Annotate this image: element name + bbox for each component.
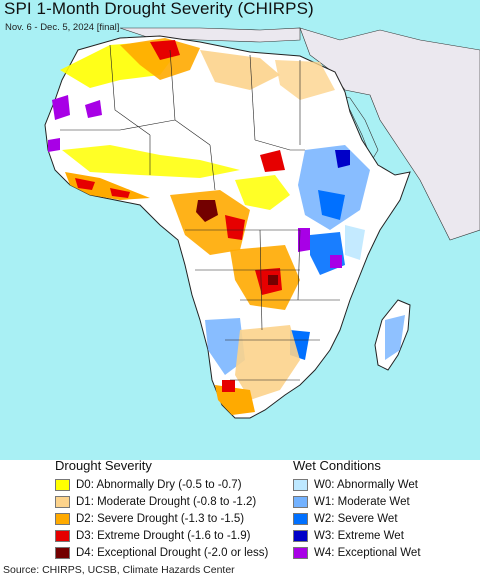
- d3-swatch: [55, 529, 70, 542]
- legend-label: W4: Exceptional Wet: [314, 546, 421, 559]
- country-borders: [60, 44, 340, 381]
- map-subtitle: Nov. 6 - Dec. 5, 2024 [final]: [5, 22, 120, 33]
- drought-map: SPI 1-Month Drought Severity (CHIRPS) No…: [0, 0, 480, 460]
- legend-item-w0: W0: Abnormally Wet: [293, 476, 421, 493]
- red-sea: [337, 94, 379, 161]
- w4-swatch: [293, 546, 308, 559]
- legend-label: W1: Moderate Wet: [314, 495, 410, 508]
- d0-swatch: [55, 478, 70, 491]
- legend-label: D4: Exceptional Drought (-2.0 or less): [76, 546, 269, 559]
- legend-label: W2: Severe Wet: [314, 512, 398, 525]
- legend-label: D1: Moderate Drought (-0.8 to -1.2): [76, 495, 257, 508]
- legend-item-w1: W1: Moderate Wet: [293, 493, 421, 510]
- legend-label: D0: Abnormally Dry (-0.5 to -0.7): [76, 478, 242, 491]
- legend-item-d0: D0: Abnormally Dry (-0.5 to -0.7): [55, 476, 268, 493]
- legend-label: D3: Extreme Drought (-1.6 to -1.9): [76, 529, 251, 542]
- map-canvas: [44, 27, 480, 419]
- source-credit: Source: CHIRPS, UCSB, Climate Hazards Ce…: [3, 564, 235, 576]
- legend-item-d2: D2: Severe Drought (-1.3 to -1.5): [55, 510, 268, 527]
- legend-item-w4: W4: Exceptional Wet: [293, 544, 421, 561]
- drought-legend: Drought Severity D0: Abnormally Dry (-0.…: [55, 458, 268, 561]
- wet-legend-title: Wet Conditions: [293, 458, 381, 473]
- w3-swatch: [293, 529, 308, 542]
- legend-item-d1: D1: Moderate Drought (-0.8 to -1.2): [55, 493, 268, 510]
- w2-swatch: [293, 512, 308, 525]
- wet-legend: Wet Conditions W0: Abnormally Wet W1: Mo…: [293, 458, 421, 561]
- legend-item-d3: D3: Extreme Drought (-1.6 to -1.9): [55, 527, 268, 544]
- legend-item-d4: D4: Exceptional Drought (-2.0 or less): [55, 544, 268, 561]
- w1-swatch: [293, 495, 308, 508]
- legend-item-w2: W2: Severe Wet: [293, 510, 421, 527]
- map-title: SPI 1-Month Drought Severity (CHIRPS): [4, 0, 314, 18]
- d4-swatch: [55, 546, 70, 559]
- legend-label: W3: Extreme Wet: [314, 529, 404, 542]
- severity-patches: [48, 38, 405, 415]
- legend-label: W0: Abnormally Wet: [314, 478, 418, 491]
- legend-label: D2: Severe Drought (-1.3 to -1.5): [76, 512, 245, 525]
- d2-swatch: [55, 512, 70, 525]
- w0-swatch: [293, 478, 308, 491]
- legend-item-w3: W3: Extreme Wet: [293, 527, 421, 544]
- d1-swatch: [55, 495, 70, 508]
- drought-legend-title: Drought Severity: [55, 458, 152, 473]
